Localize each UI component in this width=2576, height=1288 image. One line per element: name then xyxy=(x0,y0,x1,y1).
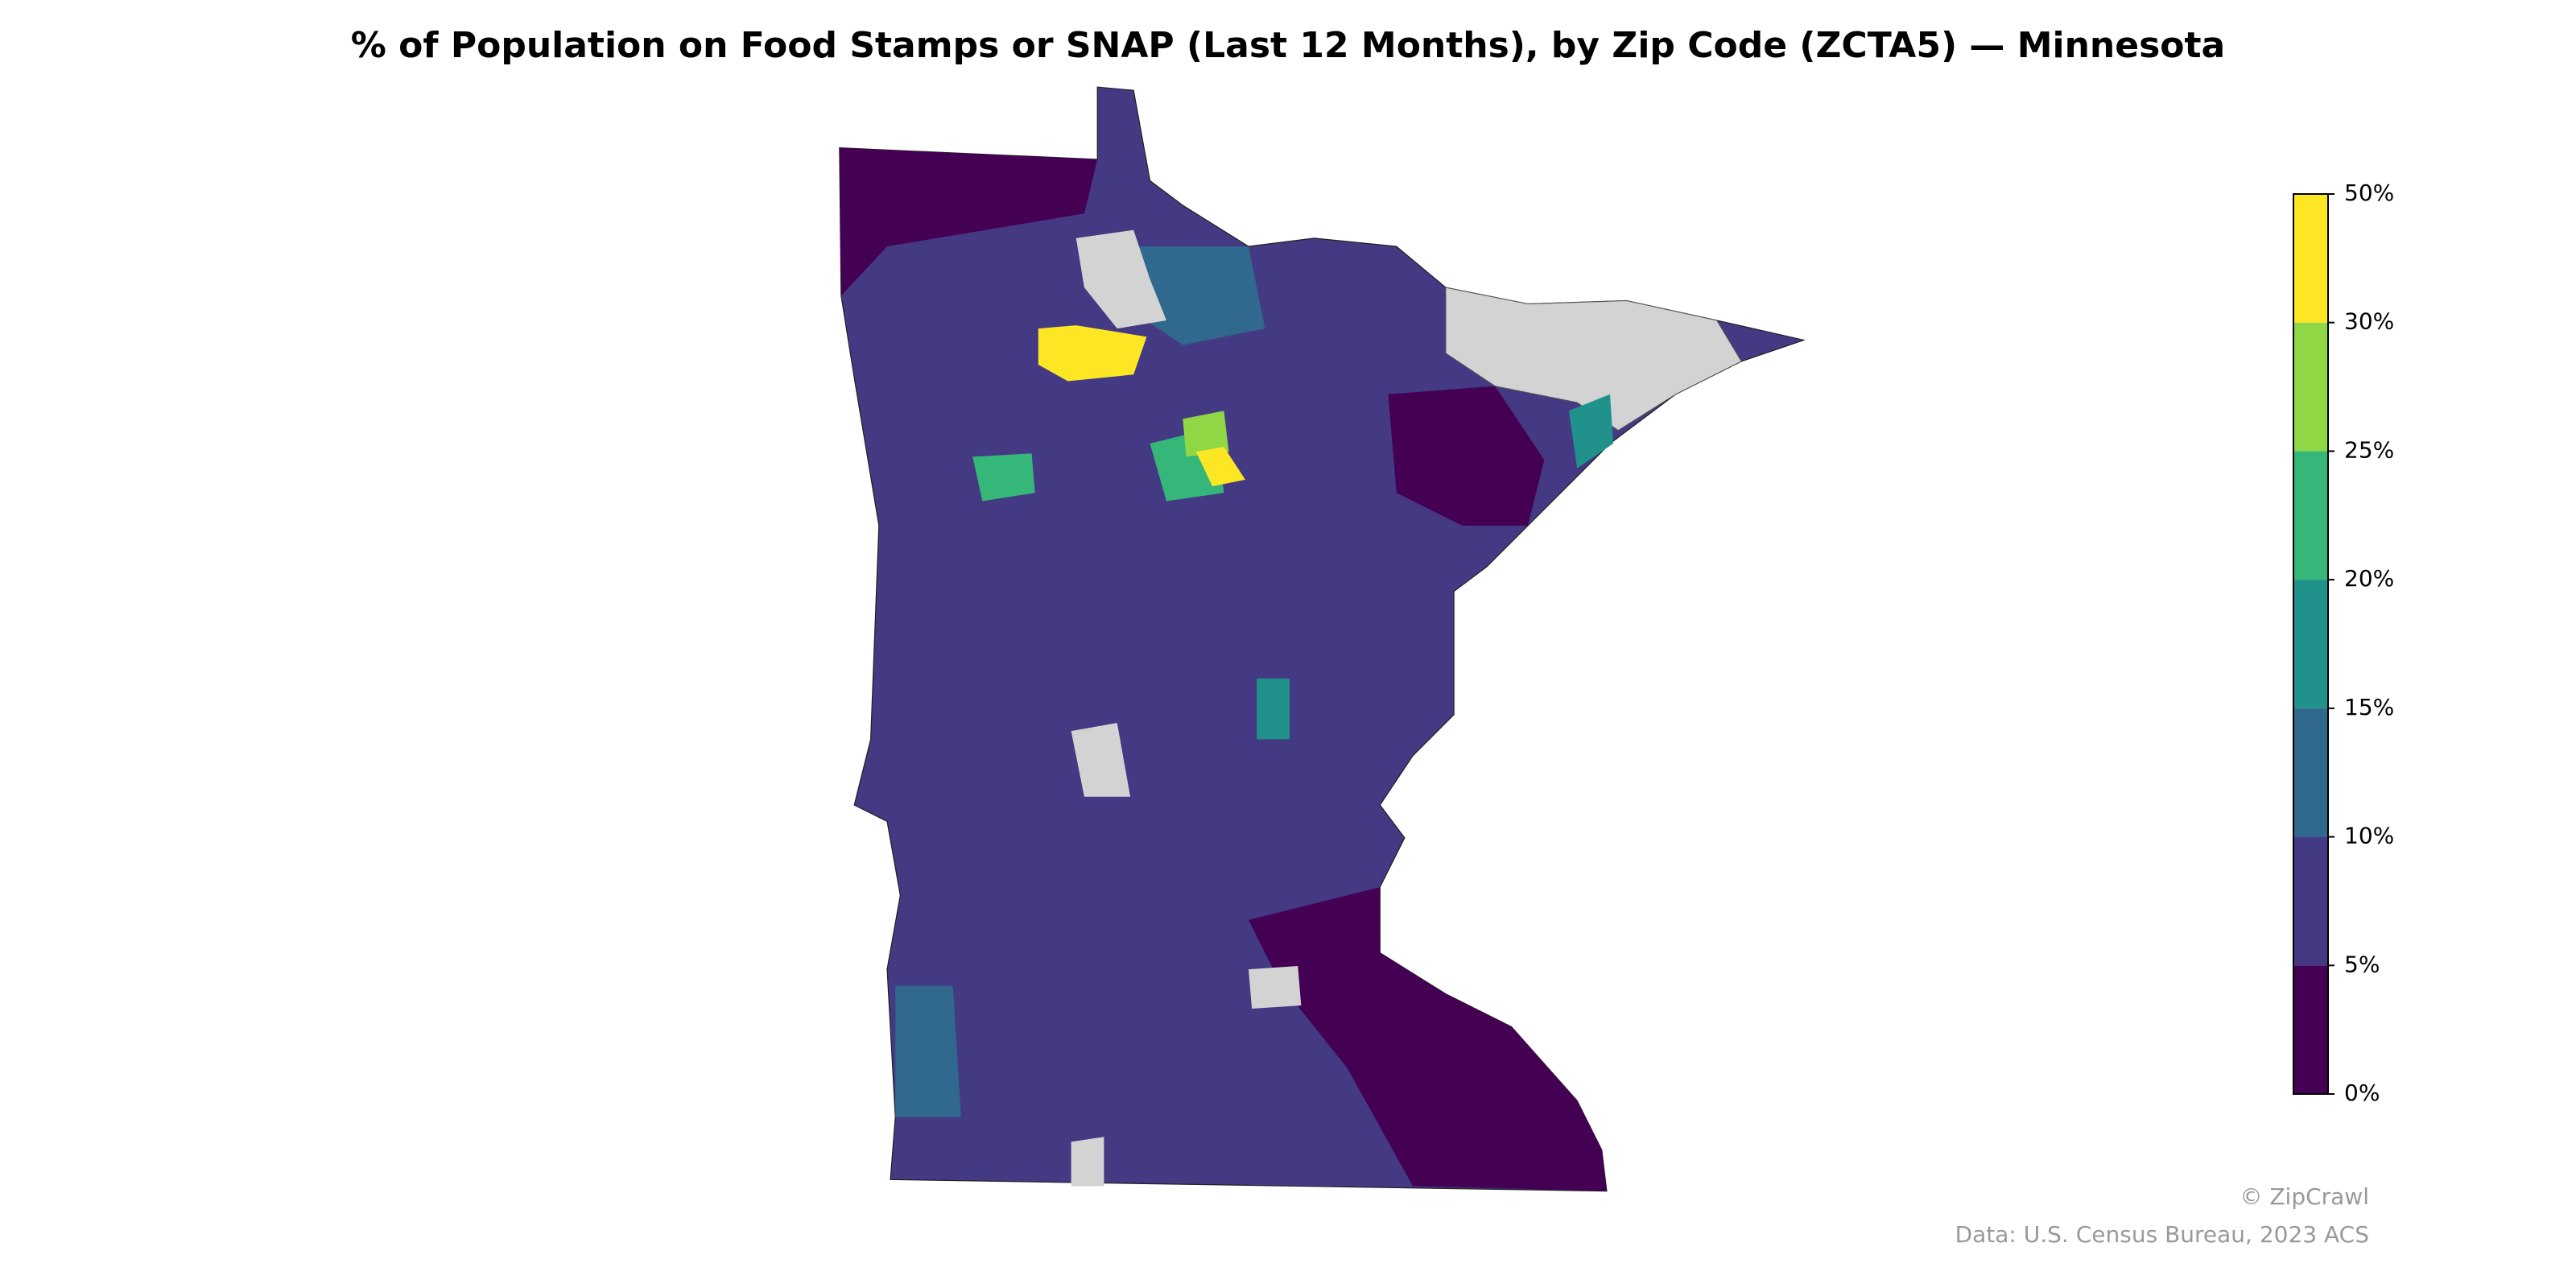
colorbar-bin xyxy=(2293,580,2328,708)
region-patch xyxy=(972,453,1035,502)
region-patch xyxy=(1249,887,1607,1191)
colorbar-tick-label: 5% xyxy=(2344,951,2380,977)
map-title: % of Population on Food Stamps or SNAP (… xyxy=(351,25,2225,66)
region-patch xyxy=(1568,394,1614,469)
region-patch xyxy=(1071,1137,1104,1187)
colorbar-bin xyxy=(2293,194,2328,323)
colorbar-bin xyxy=(2293,965,2328,1094)
region-patch xyxy=(1183,411,1229,457)
colorbar-tick-label: 20% xyxy=(2344,565,2394,592)
region-patch xyxy=(1445,287,1742,431)
region-patch xyxy=(1388,386,1545,526)
credit: © ZipCrawl xyxy=(2240,1183,2369,1210)
colorbar-tick-label: 15% xyxy=(2344,694,2394,720)
region-patch xyxy=(1257,678,1290,740)
region-patch xyxy=(1071,722,1131,797)
source-note: Data: U.S. Census Bureau, 2023 ACS xyxy=(1955,1221,2369,1248)
colorbar: 0% 5% 10% 15% 20% 25% 30% 50% xyxy=(2293,180,2394,1106)
region-patch xyxy=(1249,965,1302,1009)
region-patch xyxy=(895,985,961,1117)
colorbar-tick-label: 10% xyxy=(2344,823,2394,849)
colorbar-frame xyxy=(2293,193,2329,1095)
colorbar-tick-label: 30% xyxy=(2344,308,2394,335)
colorbar-tick-label: 50% xyxy=(2344,180,2394,206)
colorbar-bin xyxy=(2293,836,2328,966)
colorbar-tick-label: 25% xyxy=(2344,436,2394,463)
colorbar-bin xyxy=(2293,322,2328,452)
region-patch xyxy=(1038,325,1147,382)
colorbar-tick-label: 0% xyxy=(2344,1080,2380,1106)
region-patch xyxy=(1195,447,1245,487)
colorbar-bin xyxy=(2293,708,2328,837)
region-patch xyxy=(839,147,1098,296)
region-patch xyxy=(1075,229,1166,329)
state-map xyxy=(839,86,1806,1192)
colorbar-bin xyxy=(2293,451,2328,580)
